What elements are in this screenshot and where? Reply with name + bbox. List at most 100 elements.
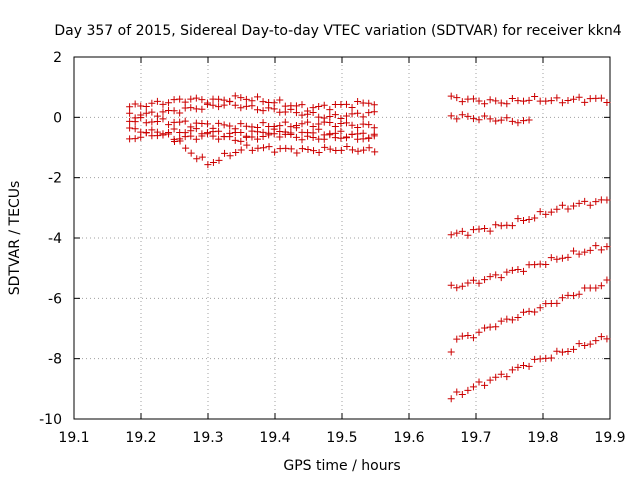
data-point — [276, 96, 284, 104]
data-point — [343, 143, 351, 151]
data-point — [475, 116, 483, 124]
data-point — [270, 99, 278, 107]
data-point — [497, 274, 505, 282]
y-tick-label: -2 — [48, 171, 62, 187]
data-point — [359, 113, 367, 121]
data-point — [497, 116, 505, 124]
data-point — [320, 101, 328, 109]
data-point — [581, 98, 589, 106]
data-point — [586, 201, 594, 209]
series-sat-f — [171, 137, 379, 169]
data-point — [259, 107, 267, 115]
data-point — [170, 96, 178, 104]
data-point — [547, 208, 555, 216]
data-point — [337, 127, 345, 135]
data-point — [193, 155, 201, 163]
data-point — [558, 99, 566, 107]
data-point — [259, 132, 267, 140]
series-sat-h — [447, 111, 533, 127]
data-point — [326, 112, 334, 120]
data-point — [570, 247, 578, 255]
data-point — [298, 101, 306, 109]
data-point — [497, 370, 505, 378]
data-point — [259, 119, 267, 127]
data-point — [514, 314, 522, 322]
data-point — [231, 136, 239, 144]
data-point — [137, 114, 145, 122]
data-point — [520, 267, 528, 275]
data-point — [469, 383, 477, 391]
data-point — [469, 95, 477, 103]
data-point — [237, 94, 245, 102]
data-point — [226, 152, 234, 160]
data-point — [503, 268, 511, 276]
data-point — [226, 122, 234, 130]
data-point — [170, 107, 178, 115]
data-point — [475, 328, 483, 336]
data-point — [232, 149, 240, 157]
data-point — [187, 95, 195, 103]
data-point — [153, 118, 161, 126]
data-point — [453, 94, 461, 102]
series-sat-k — [447, 276, 611, 356]
data-point — [254, 135, 262, 143]
data-point — [486, 115, 494, 123]
data-point — [331, 134, 339, 142]
data-point — [464, 112, 472, 120]
data-point — [508, 266, 516, 274]
data-point — [370, 108, 378, 116]
data-point — [309, 122, 317, 130]
data-point — [237, 104, 245, 112]
data-point — [181, 117, 189, 125]
data-point — [458, 282, 466, 290]
data-point — [354, 97, 362, 105]
data-point — [453, 388, 461, 396]
data-point — [486, 273, 494, 281]
data-point — [564, 253, 572, 261]
data-point — [447, 112, 455, 120]
data-point — [492, 97, 500, 105]
data-point — [365, 134, 373, 142]
data-point — [159, 100, 167, 108]
chart-title: Day 357 of 2015, Sidereal Day-to-day VTE… — [54, 23, 621, 39]
data-point — [215, 103, 223, 111]
data-point — [464, 279, 472, 287]
data-point — [298, 136, 306, 144]
data-point — [365, 121, 373, 129]
data-point — [315, 148, 323, 156]
data-point — [292, 102, 300, 110]
data-point — [292, 124, 300, 132]
data-point — [503, 100, 511, 108]
data-point — [597, 333, 605, 341]
data-point — [469, 115, 477, 123]
data-point — [331, 111, 339, 119]
data-point — [553, 299, 561, 307]
data-point — [242, 122, 250, 130]
data-point — [137, 133, 145, 141]
data-point — [525, 216, 533, 224]
data-point — [254, 144, 262, 152]
data-point — [558, 348, 566, 356]
data-point — [570, 292, 578, 300]
series-sat-b — [126, 98, 378, 122]
data-point — [370, 132, 378, 140]
data-point — [270, 130, 278, 138]
data-point — [326, 118, 334, 126]
data-point — [304, 132, 312, 140]
data-point — [298, 145, 306, 153]
data-point — [131, 125, 139, 133]
series-sat-l — [447, 333, 611, 403]
data-point — [603, 335, 611, 343]
data-point — [603, 243, 611, 251]
x-tick-label: 19.4 — [259, 430, 290, 446]
data-point — [508, 366, 516, 374]
data-point — [503, 315, 511, 323]
data-point — [497, 222, 505, 230]
data-point — [126, 103, 134, 111]
data-point — [148, 108, 156, 116]
data-point — [153, 132, 161, 140]
data-point — [458, 332, 466, 340]
data-point — [575, 93, 583, 101]
data-point — [254, 106, 262, 114]
data-point — [531, 92, 539, 100]
